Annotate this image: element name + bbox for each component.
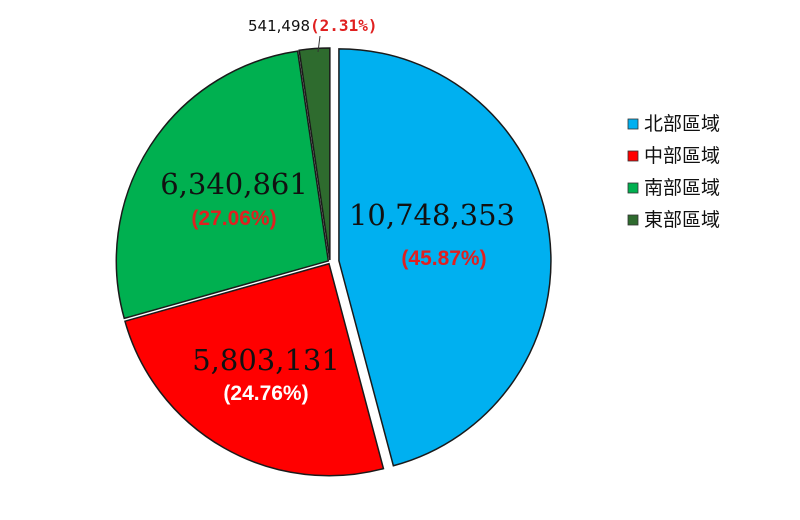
percent-label-north: (45.87%) bbox=[401, 247, 486, 270]
legend-swatch-east bbox=[627, 214, 639, 226]
value-label-central: 5,803,131 bbox=[192, 343, 340, 377]
legend-swatch-north bbox=[627, 118, 639, 130]
pie-slice-south bbox=[115, 50, 330, 320]
data-label-east: 541,498(2.31%) bbox=[248, 16, 377, 35]
value-label-south: 6,340,861 bbox=[160, 167, 308, 201]
legend-label-east: 東部區域 bbox=[644, 209, 720, 231]
legend-item-north: 北部區域 bbox=[627, 113, 720, 135]
pie-slice-central bbox=[124, 262, 385, 477]
legend-swatch-south bbox=[627, 182, 639, 194]
legend-item-central: 中部區域 bbox=[627, 145, 720, 167]
legend-label-central: 中部區域 bbox=[644, 145, 720, 167]
value-label-north: 10,748,353 bbox=[349, 198, 515, 232]
legend-label-south: 南部區域 bbox=[644, 177, 720, 199]
legend-item-east: 東部區域 bbox=[627, 209, 720, 231]
pie-slice-north bbox=[338, 48, 552, 467]
pie-slice-east bbox=[298, 47, 331, 261]
legend-item-south: 南部區域 bbox=[627, 177, 720, 199]
value-label-east: 541,498 bbox=[248, 17, 310, 35]
percent-label-south: (27.06%) bbox=[191, 207, 276, 230]
legend-label-north: 北部區域 bbox=[644, 113, 720, 135]
percent-label-east: (2.31%) bbox=[310, 16, 377, 35]
percent-label-central: (24.76%) bbox=[223, 382, 308, 405]
legend-swatch-central bbox=[627, 150, 639, 162]
pie-slices bbox=[115, 47, 552, 477]
pie-data-labels: 10,748,353 (45.87%) 5,803,131 (24.76%) 6,340… bbox=[160, 16, 515, 405]
leader-line-east bbox=[317, 35, 321, 53]
